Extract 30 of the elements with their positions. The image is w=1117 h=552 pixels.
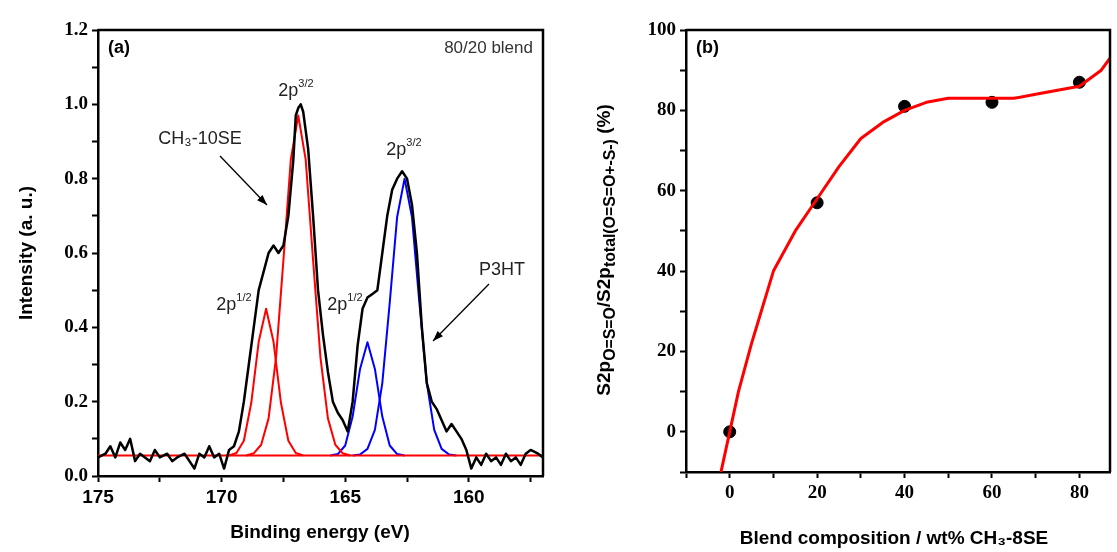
y-tick-label: 80 bbox=[657, 98, 676, 120]
x-axis-title: Blend composition / wt% CH₃-8SE bbox=[739, 527, 1049, 549]
y-tick-label: 1.2 bbox=[64, 17, 88, 39]
y-tick-label: 0.6 bbox=[64, 240, 88, 262]
x-tick-label: 175 bbox=[82, 485, 115, 507]
y-tick-label: 0.8 bbox=[64, 166, 88, 188]
y-tick-label: 1.0 bbox=[64, 92, 88, 114]
x-tick-label: 80 bbox=[1069, 481, 1089, 503]
y-tick-label: 40 bbox=[657, 259, 676, 280]
y-tick-label: 0.2 bbox=[64, 389, 88, 411]
chart-title: (a) bbox=[108, 36, 130, 57]
chart-title: (b) bbox=[696, 36, 719, 57]
x-tick-label: 0 bbox=[724, 481, 735, 503]
y-tick-label: 60 bbox=[657, 178, 676, 200]
x-tick-label: 40 bbox=[895, 481, 915, 503]
annotation: P3HT bbox=[478, 258, 526, 279]
y-tick-label: 0 bbox=[666, 419, 676, 441]
y-axis-title: Intensity (a. u.) bbox=[15, 185, 37, 321]
x-tick-label: 20 bbox=[807, 481, 827, 503]
x-tick-label: 165 bbox=[329, 485, 362, 507]
x-axis-title: Binding energy (eV) bbox=[230, 521, 410, 543]
y-tick-label: 20 bbox=[657, 339, 676, 361]
text: 80/20 blend bbox=[444, 37, 533, 57]
y-tick-label: 0.0 bbox=[64, 463, 88, 485]
annotation: CH₃-10SE bbox=[158, 127, 242, 148]
x-tick-label: 170 bbox=[205, 485, 238, 507]
y-tick-label: 0.4 bbox=[64, 315, 89, 337]
x-tick-label: 160 bbox=[452, 485, 485, 507]
x-tick-label: 60 bbox=[982, 481, 1002, 503]
y-tick-label: 100 bbox=[647, 17, 676, 39]
